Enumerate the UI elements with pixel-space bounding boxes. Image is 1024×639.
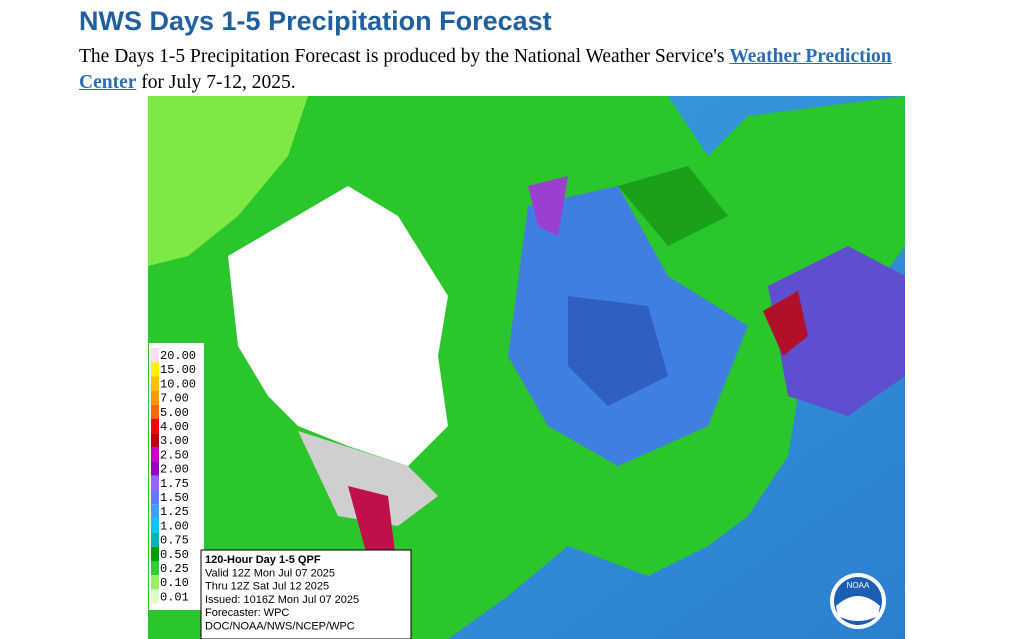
legend-label: 4.00 (160, 420, 189, 434)
mexico-north (298, 431, 438, 526)
legend-swatch (151, 490, 159, 505)
legend-swatch (151, 532, 159, 547)
great-lakes-area (618, 166, 728, 246)
legend-label: 0.10 (160, 576, 189, 590)
legend-label: 1.25 (160, 505, 189, 519)
rain-purple (528, 176, 568, 236)
legend-swatch (151, 348, 159, 363)
legend-label: 0.01 (160, 590, 189, 604)
info-line: Forecaster: WPC (205, 607, 289, 619)
legend-label: 7.00 (160, 392, 189, 406)
intro: The Days 1-5 Precipitation Forecast is p… (79, 44, 949, 96)
legend-swatch (151, 447, 159, 462)
info-box-frame (200, 549, 412, 639)
info-line: DOC/NOAA/NWS/NCEP/WPC (205, 621, 355, 633)
info-line: 120-Hour Day 1-5 QPF (205, 554, 321, 566)
legend: 20.0015.0010.007.005.004.003.002.502.001… (149, 343, 204, 610)
rain-violet (768, 246, 905, 416)
legend-label: 0.25 (160, 562, 189, 576)
legend-label: 5.00 (160, 406, 189, 420)
legend-label: 15.00 (160, 363, 196, 377)
legend-label: 1.50 (160, 491, 189, 505)
legend-swatch (151, 546, 159, 561)
canada-west (148, 96, 308, 266)
rain-dark-blue (568, 296, 668, 406)
legend-label: 2.00 (160, 463, 189, 477)
qpf-map: 20.0015.0010.007.005.004.003.002.502.001… (148, 96, 905, 639)
legend-swatch (151, 561, 159, 576)
info-line: Thru 12Z Sat Jul 12 2025 (205, 581, 329, 593)
wpc-link[interactable]: Weather Prediction Center (79, 46, 892, 93)
legend-swatch (151, 589, 159, 604)
legend-swatch (151, 433, 159, 448)
legend-label: 0.50 (160, 548, 189, 562)
legend-swatch (151, 404, 159, 419)
legend-label: 1.00 (160, 519, 189, 533)
dry-west (228, 186, 448, 466)
legend-swatch (151, 518, 159, 533)
rain-red (763, 291, 808, 356)
legend-swatch (151, 461, 159, 476)
legend-swatch (151, 575, 159, 590)
legend-label: 3.00 (160, 434, 189, 448)
info-line: Issued: 1016Z Mon Jul 07 2025 (205, 594, 359, 606)
legend-label: 10.00 (160, 377, 196, 391)
logo-bird (836, 596, 880, 621)
legend-label: 0.75 (160, 534, 189, 548)
page-title: NWS Days 1-5 Precipitation Forecast (79, 6, 552, 36)
legend-swatch (151, 504, 159, 519)
legend-swatch (151, 376, 159, 391)
legend-swatch (151, 362, 159, 377)
info-line: Valid 12Z Mon Jul 07 2025 (205, 567, 335, 579)
legend-swatch (151, 390, 159, 405)
intro-text: for July 7-12, 2025. (141, 72, 296, 93)
noaa-logo: NOAA (830, 573, 886, 629)
legend-swatch (151, 419, 159, 434)
intro-text: The Days 1-5 Precipitation Forecast is p… (79, 46, 725, 67)
legend-label: 1.75 (160, 477, 189, 491)
legend-label: 2.50 (160, 448, 189, 462)
legend-swatch (151, 475, 159, 490)
legend-label: 20.00 (160, 349, 196, 363)
logo-text: NOAA (847, 581, 870, 590)
